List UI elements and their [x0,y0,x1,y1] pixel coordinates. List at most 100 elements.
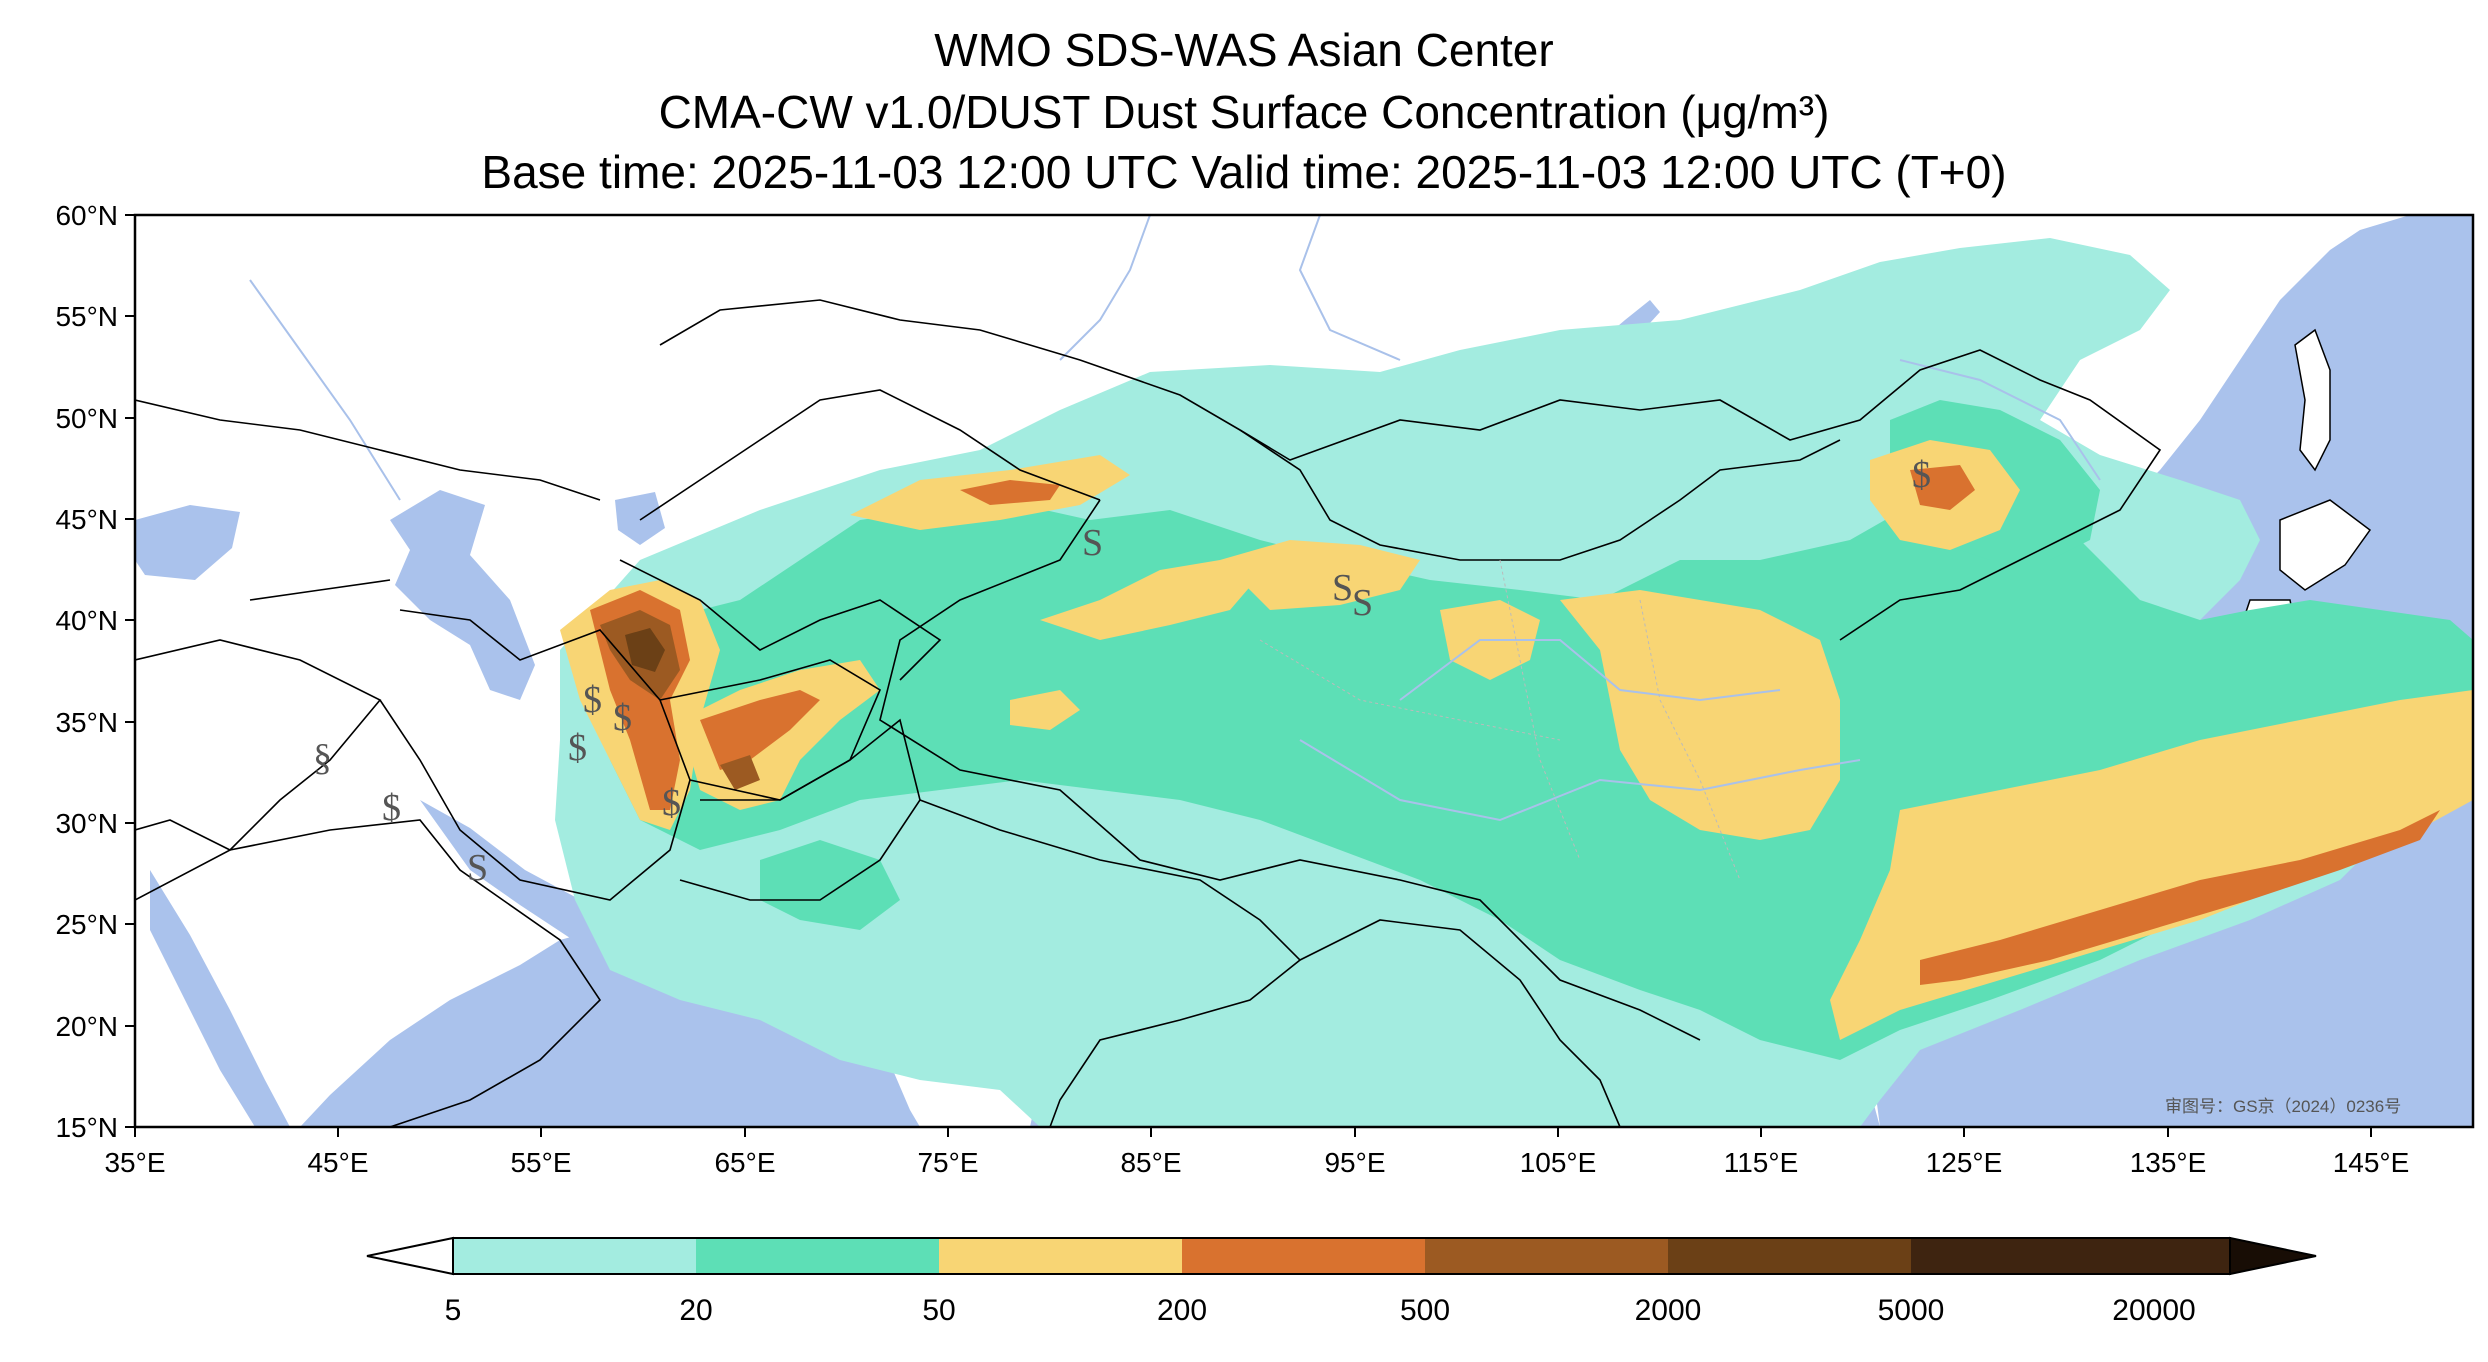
dust-50-200-nw [1010,690,1080,730]
dust-50-200-taklimakan [1040,560,1260,640]
border-arabia [135,819,602,1127]
colorbar-tick-label: 200 [1157,1294,1207,1327]
colorbar: 5 20 50 200 500 2000 5000 20000 [366,1236,2317,1327]
colorbar-segment [1668,1238,1911,1274]
longitude-axis: 35°E 45°E 55°E 65°E 75°E 85°E 95°E 105°E… [104,1127,2409,1178]
colorbar-extend-high [2229,1236,2317,1276]
lat-label: 40°N [55,605,118,636]
colorbar-tick-label: 50 [922,1294,955,1327]
lon-label: 135°E [2130,1147,2207,1178]
colorbar-segment [1182,1238,1425,1274]
border-russia [659,299,2162,541]
lat-label: 60°N [55,200,118,231]
border-mongolia-china [1239,429,1841,561]
map-approval-stamp: 审图号：GS京（2024）0236号 [2165,1097,2401,1116]
map-subtitle: CMA-CW v1.0/DUST Dust Surface Concentrat… [658,86,1830,138]
dust-symbol: S [1082,522,1103,564]
black-sea [135,505,240,580]
dust-200-500-pakistan [700,690,820,770]
border-seasia [1299,919,1621,1127]
country-borders [135,299,2162,1127]
dust-band-20-50-india [760,840,900,930]
lon-label: 115°E [1724,1147,1799,1178]
longitude-labels: 35°E 45°E 55°E 65°E 75°E 85°E 95°E 105°E… [104,1147,2409,1178]
border-kazakh [639,389,1101,521]
border-iran [379,609,691,901]
dust-200-500-kazakh [960,480,1060,505]
dust-symbol: S [1332,567,1353,609]
rivers [249,215,2101,822]
lat-label: 45°N [55,504,118,535]
border-caucasus [249,579,391,601]
border-china-korea [1839,539,2061,641]
dust-2000-5000-core [625,628,665,672]
colorbar-tick-label: 2000 [1635,1294,1702,1327]
lon-label: 75°E [917,1147,978,1178]
dust-symbol: $ [613,697,632,739]
dust-50-200-north-china [1560,590,1840,840]
lon-label: 145°E [2333,1147,2410,1178]
lon-label: 65°E [714,1147,775,1178]
dust-symbol: $ [662,782,681,824]
colorbar-tick-label: 5 [445,1294,462,1327]
colorbar-extend-low [366,1236,454,1276]
dust-50-200-gobi [1220,540,1420,610]
hokkaido [2279,499,2372,591]
dust-symbol: S [467,847,488,889]
river-ob [1059,215,1151,361]
colorbar-outline [452,1237,2231,1275]
province-line-2 [1499,559,1581,861]
dust-symbol: S [1352,582,1373,624]
sakhalin [2294,328,2331,472]
lon-label: 55°E [510,1147,571,1178]
map-frame [133,213,2475,1129]
lon-label: 105°E [1520,1147,1597,1178]
lon-label: 35°E [104,1147,165,1178]
colorbar-segment [696,1238,939,1274]
dust-band-2000-5000 [625,628,665,672]
red-sea [150,870,290,1127]
lat-label: 35°N [55,707,118,738]
colorbar-segment [1911,1238,2230,1274]
latitude-labels: 60°N 55°N 50°N 45°N 40°N 35°N 30°N 25°N … [55,200,118,1143]
map-area: $ $ $ $ $ $ § S S S S 审图号：GS京（2024）0236号 [135,215,2473,1127]
latitude-axis: 60°N 55°N 50°N 45°N 40°N 35°N 30°N 25°N … [55,200,135,1143]
border-central-asia [619,559,942,681]
map-title: WMO SDS-WAS Asian Center [934,24,1554,76]
persian-gulf [420,800,615,938]
lon-label: 125°E [1926,1147,2003,1178]
border-middle-east [135,639,382,851]
colorbar-segment [1425,1238,1668,1274]
latitude-ticks [125,214,135,1128]
dust-symbol: $ [382,787,401,829]
dust-symbol: § [313,737,332,779]
border-europe [135,399,601,501]
dust-500-2000-pakistan [720,755,760,790]
dust-symbols: $ $ $ $ $ $ § S S S S [313,454,1931,889]
lon-label: 85°E [1120,1147,1181,1178]
colorbar-tick-label: 5000 [1878,1294,1945,1327]
colorbar-tick-label: 500 [1400,1294,1450,1327]
river-yellow [1399,639,1781,702]
province-lines [1259,559,1741,881]
colorbar-tick-label: 20 [679,1294,712,1327]
dust-symbol: $ [568,727,587,769]
dust-bands [555,238,2473,1127]
caspian-sea [390,490,535,700]
lat-label: 20°N [55,1011,118,1042]
longitude-ticks [134,1127,2372,1137]
lat-label: 25°N [55,909,118,940]
river-yangtze [1299,739,1861,822]
province-line-3 [1639,599,1741,881]
map-time-info: Base time: 2025-11-03 12:00 UTC Valid ti… [481,146,2007,198]
dust-symbol: $ [583,679,602,721]
river-amur [1899,359,2101,481]
lon-label: 45°E [307,1147,368,1178]
dust-200-500-pacific [1920,810,2440,985]
river-yenisei [1298,215,1401,361]
colorbar-labels: 5 20 50 200 500 2000 5000 20000 [445,1294,2196,1327]
colorbar-segment [453,1238,696,1274]
lat-label: 15°N [55,1112,118,1143]
colorbar-segment [939,1238,1182,1274]
